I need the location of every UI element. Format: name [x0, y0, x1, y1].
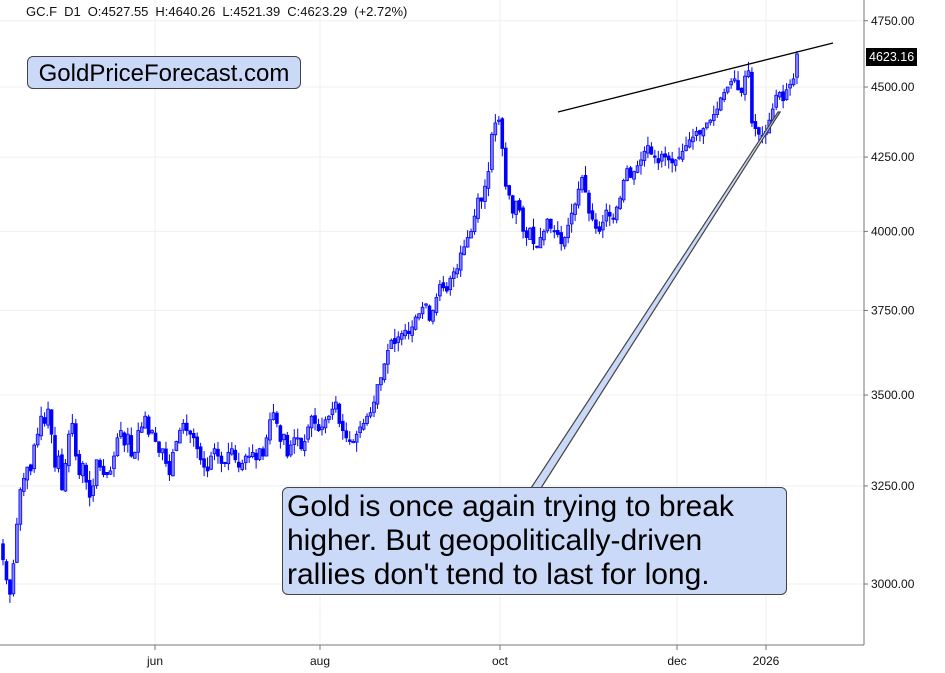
last-price-tag: 4623.16	[866, 48, 918, 66]
high-value: H:4640.26	[155, 4, 216, 19]
y-tick-label: 4000.00	[871, 224, 915, 238]
timeframe-label: D1	[64, 4, 81, 19]
x-axis-labels: jun aug oct dec 2026	[146, 645, 780, 668]
callout-line-2: higher. But geopolitically-driven	[287, 524, 703, 557]
y-axis-labels: 3000.00 3250.00 3500.00 3750.00 4000.00 4250.…	[864, 14, 915, 591]
y-tick-label: 4500.00	[871, 80, 915, 94]
x-tick-label: dec	[667, 654, 686, 668]
trendlines	[557, 42, 834, 161]
y-tick-label: 4750.00	[871, 14, 915, 28]
y-tick-label: 3000.00	[871, 577, 915, 591]
x-tick-label: oct	[492, 654, 509, 668]
y-tick-label: 3750.00	[871, 303, 915, 317]
x-tick-label: 2026	[753, 654, 780, 668]
x-tick-label: jun	[146, 654, 163, 668]
open-value: O:4527.55	[87, 4, 149, 19]
close-value: C:4623.29	[287, 4, 348, 19]
annotation-callout: Gold is once again trying to break highe…	[282, 487, 787, 595]
x-tick-label: aug	[310, 654, 330, 668]
y-tick-label: 4250.00	[871, 150, 915, 164]
brand-watermark-box: GoldPriceForecast.com	[27, 56, 301, 89]
callout-line-1: Gold is once again trying to break	[287, 490, 734, 523]
ohlc-header: GC.F D1 O:4527.55 H:4640.26 L:4521.39 C:4623.…	[26, 4, 414, 19]
callout-line-3: rallies don't tend to last for long.	[287, 558, 710, 591]
upper-resistance-line	[557, 42, 834, 113]
low-value: L:4521.39	[222, 4, 281, 19]
symbol-label: GC.F	[26, 4, 58, 19]
y-tick-label: 3250.00	[871, 479, 915, 493]
axes	[0, 0, 865, 646]
y-tick-label: 3500.00	[871, 388, 915, 402]
change-value: (+2.72%)	[354, 4, 408, 19]
callout-pointer	[529, 111, 782, 489]
candlesticks	[1, 51, 799, 603]
